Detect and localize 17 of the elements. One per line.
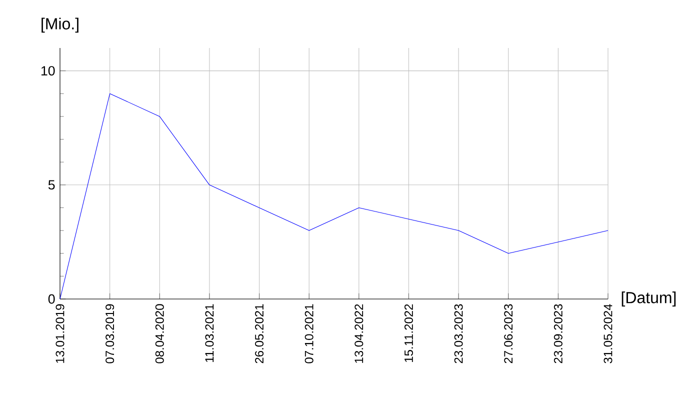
x-tick-label: 15.11.2022 <box>404 304 413 362</box>
x-tick-label: 27.06.2023 <box>504 304 513 364</box>
x-tick-label: 23.03.2023 <box>454 304 463 364</box>
y-tick-label: 5 <box>48 180 55 190</box>
y-tick-label: 0 <box>48 294 55 304</box>
x-tick-label: 26.05.2021 <box>255 304 264 364</box>
x-tick-label: 13.04.2022 <box>354 304 364 363</box>
x-axis-title: [Datum] <box>622 292 676 306</box>
x-tick-label: 13.01.2019 <box>56 304 64 363</box>
x-tick-label: 07.10.2021 <box>304 304 314 364</box>
x-tick-label: 07.03.2019 <box>106 304 114 364</box>
x-tick-label: 31.05.2024 <box>604 304 612 364</box>
y-tick-label: 10 <box>41 66 55 76</box>
x-tick-label: 11.03.2021 <box>205 304 214 362</box>
x-tick-label: 08.04.2020 <box>155 304 164 364</box>
x-tick-label: 23.09.2023 <box>554 304 562 364</box>
y-axis-title: [Mio.] <box>42 18 78 33</box>
